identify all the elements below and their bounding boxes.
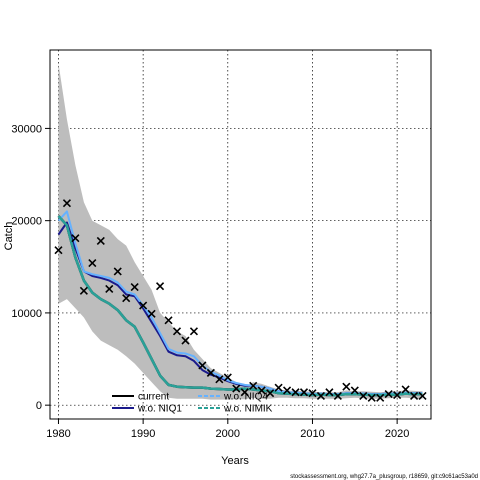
legend-label: w.o. NIQ4 xyxy=(223,392,268,403)
observed-point xyxy=(240,388,249,397)
x-tick-label: 1990 xyxy=(131,428,155,440)
x-tick-label: 2010 xyxy=(300,428,324,440)
observed-point xyxy=(401,385,410,394)
observed-point xyxy=(139,301,148,310)
observed-point xyxy=(198,361,207,370)
observed-point xyxy=(147,309,156,318)
observed-point xyxy=(308,389,317,398)
observed-point xyxy=(376,393,385,402)
y-tick-label: 20000 xyxy=(11,216,42,228)
observed-point xyxy=(215,375,224,384)
x-tick-label: 2000 xyxy=(216,428,240,440)
grid-lines xyxy=(50,50,431,419)
y-tick-label: 30000 xyxy=(11,123,42,135)
axes: 1980 1990 2000 2010 2020 0 10000 20000 30000 xyxy=(11,123,409,440)
y-tick-label: 0 xyxy=(36,400,42,412)
x-tick-label: 2020 xyxy=(385,428,409,440)
observed-point xyxy=(350,386,359,395)
observed-point xyxy=(291,388,300,397)
observed-point xyxy=(333,391,342,401)
watermark: stockassessment.org, whg27.7a_plusgroup,… xyxy=(290,474,478,480)
observed-point xyxy=(393,390,402,400)
observed-point xyxy=(105,284,114,293)
observed-point xyxy=(325,388,334,397)
observed-point xyxy=(206,368,215,377)
observed-point xyxy=(79,286,88,295)
y-axis-title: Catch xyxy=(3,222,15,251)
observed-point xyxy=(266,389,275,398)
observed-point xyxy=(384,390,393,399)
observed-point xyxy=(122,294,131,303)
observed-point xyxy=(54,246,63,255)
legend-label: w.o. NIMIK xyxy=(223,404,273,415)
observed-point xyxy=(367,393,376,402)
observed-point xyxy=(342,382,351,391)
observed-point xyxy=(96,236,105,246)
observed-point xyxy=(113,267,122,276)
observed-point xyxy=(316,391,325,401)
confidence-band xyxy=(58,63,423,400)
observed-point xyxy=(283,386,292,395)
observed-point xyxy=(223,373,232,382)
x-tick-label: 1980 xyxy=(46,428,70,440)
observed-point xyxy=(181,336,190,345)
observed-point xyxy=(418,391,427,401)
observed-point xyxy=(88,259,97,268)
observed-point xyxy=(299,388,309,397)
observed-point xyxy=(62,199,71,208)
observed-point xyxy=(274,383,283,392)
observed-point xyxy=(359,391,368,401)
plot-frame xyxy=(49,49,432,420)
observed-point xyxy=(410,391,419,401)
observed-point xyxy=(189,327,198,336)
observed-points xyxy=(54,199,427,402)
legend-label: w.o. NIQ1 xyxy=(137,404,182,415)
observed-point xyxy=(130,283,139,292)
legend-label: current xyxy=(138,392,169,403)
observed-point xyxy=(232,384,241,393)
observed-point xyxy=(257,386,266,395)
y-tick-label: 10000 xyxy=(11,308,42,320)
observed-point xyxy=(172,327,182,336)
confidence-band-area xyxy=(58,63,423,400)
observed-point xyxy=(249,381,258,390)
x-axis-title: Years xyxy=(221,455,249,467)
observed-point xyxy=(71,234,80,243)
observed-point xyxy=(156,282,165,291)
observed-point xyxy=(164,316,173,325)
